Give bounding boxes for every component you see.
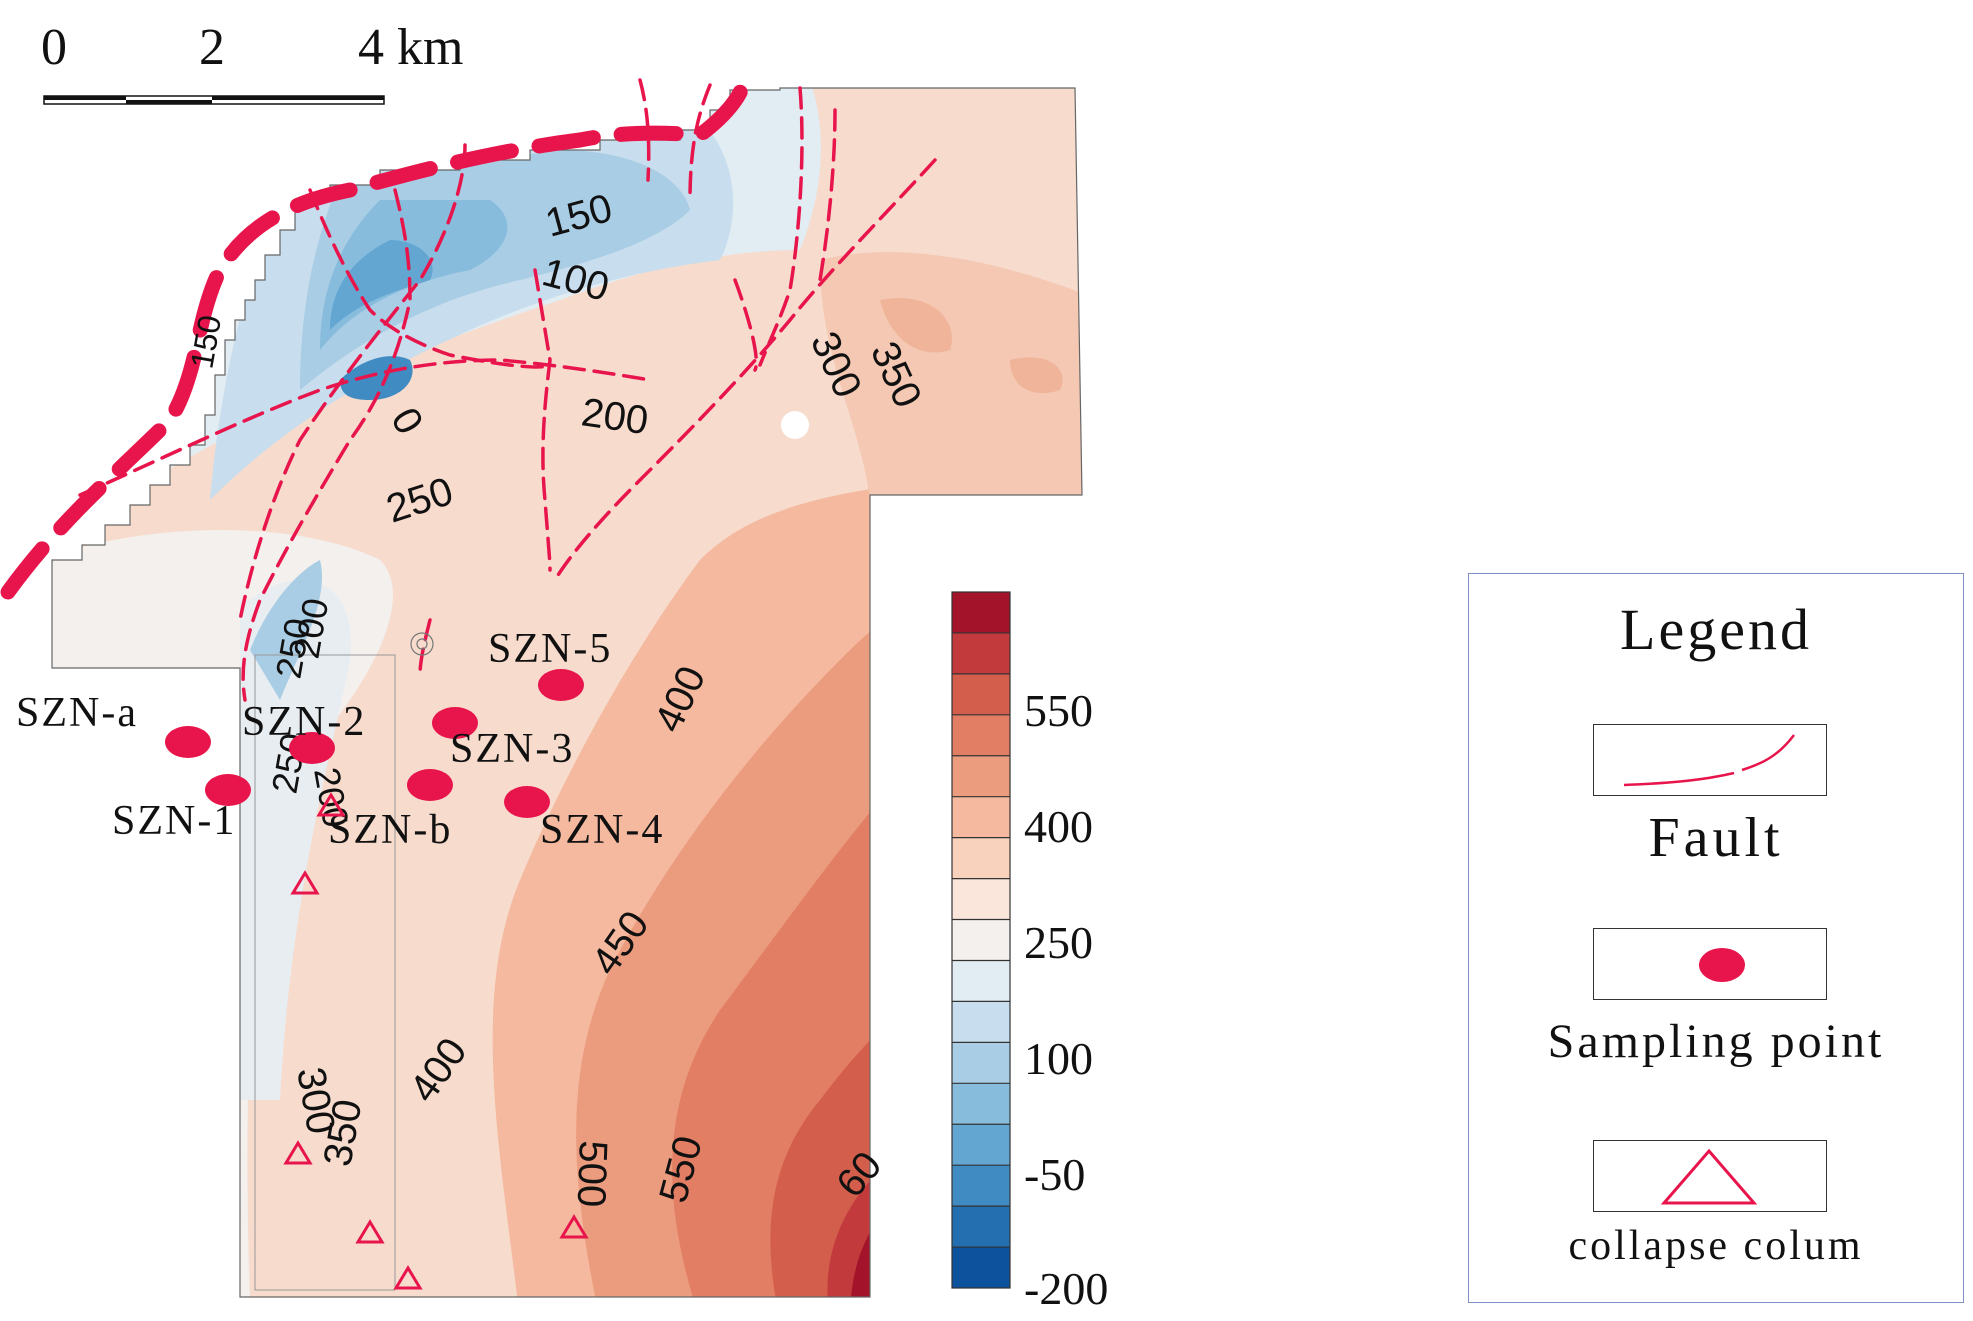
contour-label-west-1: 150 — [183, 312, 228, 371]
legend-sampling-swatch — [1593, 928, 1827, 1000]
colorbar-tick-100: 100 — [1024, 1033, 1093, 1084]
fault-lines — [0, 72, 937, 702]
contour-label-200: 200 — [579, 390, 651, 443]
collapse-column-3-icon — [283, 1140, 313, 1165]
label-szn-2: SZN-2 — [242, 699, 366, 745]
colorbar-segment — [952, 1124, 1010, 1166]
sampling-point-szn-5[interactable] — [538, 669, 584, 701]
scale-bar: 0 2 4 km — [41, 19, 463, 105]
inner-block-outline — [254, 654, 396, 1291]
colorbar-tick-400: 400 — [1024, 801, 1093, 852]
sampling-point-szn-1[interactable] — [205, 774, 251, 806]
collapse-column-6-icon — [559, 1214, 589, 1239]
legend-sampling-label: Sampling point — [1547, 1015, 1885, 1068]
contour-label-500: 500 — [569, 1140, 615, 1208]
sampling-point-szn-3[interactable] — [432, 707, 478, 739]
colorbar-segment — [952, 878, 1010, 921]
colorbar-segment — [952, 837, 1010, 880]
legend-collapse-swatch — [1593, 1140, 1827, 1212]
sampling-labels: SZN-a SZN-1 SZN-2 SZN-b SZN-3 SZN-4 SZN-… — [16, 626, 664, 853]
colorbar-segment — [952, 1247, 1010, 1289]
colorbar-tick-labels: 550 400 250 100 -50 -200 — [1024, 685, 1108, 1314]
sampling-point-szn-b[interactable] — [407, 769, 453, 801]
collapse-column-5-icon — [393, 1265, 423, 1290]
colorbar-tick-250: 250 — [1024, 917, 1093, 968]
label-szn-5: SZN-5 — [488, 626, 612, 672]
label-szn-a: SZN-a — [16, 690, 138, 736]
colorbar-segment — [952, 1165, 1010, 1207]
colorbar-segment — [952, 592, 1010, 634]
label-szn-b: SZN-b — [328, 807, 452, 853]
label-szn-4: SZN-4 — [540, 807, 664, 853]
colorbar-segment — [952, 714, 1010, 757]
label-szn-1: SZN-1 — [112, 798, 236, 844]
sampling-points — [165, 669, 584, 818]
colorbar-segment — [952, 919, 1010, 961]
legend-collapse-label: collapse colum — [1568, 1223, 1864, 1269]
study-area-boundary — [51, 87, 1083, 1298]
legend-panel: Legend Fault Sampling point collapse col… — [1468, 573, 1964, 1303]
collapse-column-2-icon — [290, 870, 320, 895]
colorbar-segment — [952, 632, 1010, 675]
scale-label-0: 0 — [41, 19, 67, 76]
bullseye-marker — [410, 632, 434, 656]
collapse-column-1-icon — [316, 792, 346, 817]
sampling-point-szn-a[interactable] — [165, 726, 211, 758]
fault-line-icon — [1623, 734, 1795, 787]
colorbar-tick-minus50: -50 — [1024, 1149, 1085, 1200]
collapse-columns — [283, 792, 589, 1290]
colorbar-tick-550: 550 — [1024, 685, 1093, 736]
colorbar — [951, 591, 1011, 1289]
colorbar-tick-minus200: -200 — [1024, 1263, 1108, 1314]
colorbar-segment — [952, 1083, 1010, 1125]
sampling-point-szn-2[interactable] — [289, 732, 335, 764]
colorbar-segment — [952, 960, 1010, 1002]
legend-fault-label: Fault — [1648, 807, 1784, 869]
legend-title: Legend — [1620, 597, 1812, 662]
legend-fault-swatch — [1593, 724, 1827, 796]
colorbar-segment — [952, 755, 1010, 798]
colorbar-segment — [952, 1001, 1010, 1043]
colorbar-segment — [952, 796, 1010, 839]
collapse-column-icon — [1660, 1148, 1758, 1205]
scale-label-2: 2 — [199, 19, 225, 76]
label-szn-3: SZN-3 — [450, 726, 574, 772]
bullseye-inner — [416, 638, 428, 650]
colorbar-segment — [952, 673, 1010, 716]
colorbar-segment — [952, 1206, 1010, 1248]
sampling-point-szn-4[interactable] — [504, 786, 550, 818]
collapse-column-4-icon — [355, 1219, 385, 1244]
scale-label-4km: 4 km — [358, 19, 463, 76]
colorbar-border — [951, 591, 1011, 1289]
colorbar-segment — [952, 1042, 1010, 1084]
sampling-point-icon — [1699, 948, 1745, 982]
